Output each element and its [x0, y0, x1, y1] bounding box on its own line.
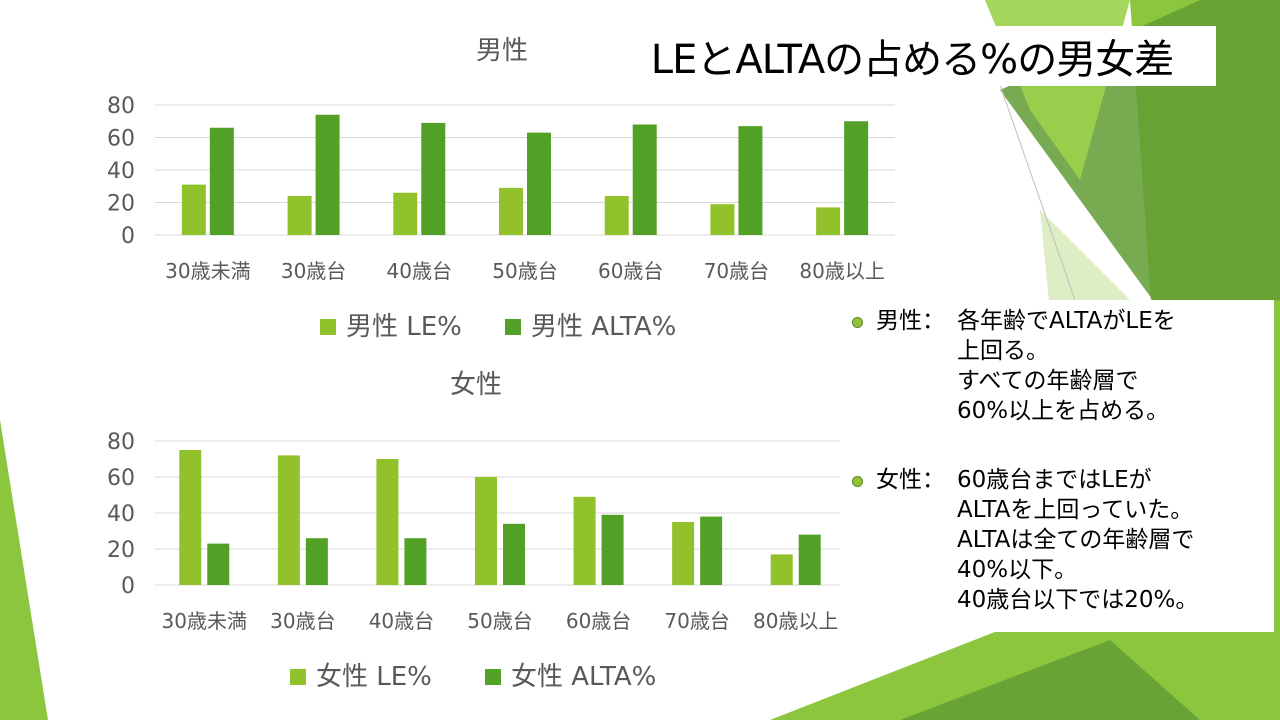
bar — [315, 114, 340, 235]
y-tick-label: 0 — [121, 574, 135, 599]
bar — [207, 543, 230, 585]
note-line: 各年齢でALTAがLEを — [957, 308, 1176, 334]
x-tick-label: 30歳未満 — [162, 609, 247, 633]
bar — [844, 121, 869, 235]
x-tick-label: 60歳台 — [598, 259, 663, 283]
x-tick-label: 60歳台 — [566, 609, 631, 633]
x-tick-label: 40歳台 — [369, 609, 434, 633]
deco-shape-bottom-dark — [900, 640, 1200, 720]
legend-swatch — [485, 669, 501, 685]
y-tick-label: 60 — [107, 127, 135, 152]
y-tick-label: 40 — [107, 502, 135, 527]
y-tick-label: 20 — [107, 538, 135, 563]
bar — [700, 516, 723, 585]
bar — [672, 522, 695, 585]
note-line: 40%以下。 — [957, 557, 1078, 583]
deco-line — [999, 84, 1076, 301]
x-tick-label: 30歳未満 — [165, 259, 250, 283]
legend-label: 女性 LE% — [316, 662, 432, 692]
note-label: 男性： — [876, 308, 945, 334]
x-tick-label: 50歳台 — [467, 609, 532, 633]
female-chart: 女性 0 20 40 60 80 30歳未満 30歳台 40歳台 50歳台 60歳台 70歳台 80歳以… — [107, 370, 845, 692]
male-chart: 男性 0 20 40 60 80 30歳未満 30歳台 40歳台 50歳台 60歳台 70歳台 80歳以… — [107, 36, 895, 342]
bar — [277, 455, 300, 585]
y-tick-label: 80 — [107, 430, 135, 455]
x-tick-label: 80歳以上 — [753, 609, 838, 633]
bar — [181, 184, 206, 235]
y-tick-label: 80 — [107, 94, 135, 119]
x-tick-label: 70歳台 — [664, 609, 729, 633]
y-tick-label: 20 — [107, 192, 135, 217]
bar — [209, 127, 234, 235]
note-line: 上回る。 — [957, 338, 1049, 364]
y-tick-label: 40 — [107, 159, 135, 184]
bar — [376, 459, 399, 585]
legend-swatch — [290, 669, 306, 685]
legend-label: 男性 ALTA% — [531, 312, 676, 342]
x-tick-label: 70歳台 — [704, 259, 769, 283]
x-tick-label: 40歳台 — [387, 259, 452, 283]
bar — [305, 538, 328, 585]
legend-swatch — [320, 319, 336, 335]
x-tick-label: 80歳以上 — [799, 259, 884, 283]
bar — [503, 523, 525, 585]
legend-label: 男性 LE% — [346, 312, 462, 342]
note-line: 60%以上を占める。 — [957, 398, 1170, 424]
bar — [798, 534, 821, 585]
bar — [738, 126, 763, 235]
bar — [287, 196, 312, 235]
note-text: 60歳台まではLEが ALTAを上回っていた。 ALTAは全ての年齢層で 40%… — [957, 465, 1198, 615]
note-label: 女性： — [876, 467, 945, 493]
bar — [475, 477, 497, 585]
bullet-dot — [852, 317, 863, 328]
note-line: 60歳台まではLEが — [957, 467, 1152, 493]
y-tick-label: 0 — [121, 224, 135, 249]
note-line: ALTAを上回っていた。 — [957, 497, 1194, 523]
bar — [527, 132, 551, 235]
slide-title: LEとALTAの占める%の男女差 — [608, 26, 1216, 86]
note-text: 各年齢でALTAがLEを 上回る。 すべての年齢層で 60%以上を占める。 — [957, 306, 1176, 426]
y-tick-label: 60 — [107, 466, 135, 491]
bar — [573, 496, 596, 585]
legend-swatch — [505, 319, 521, 335]
bar — [604, 196, 629, 235]
bar — [404, 538, 427, 585]
x-tick-label: 50歳台 — [492, 259, 557, 283]
notes-panel: 男性： 各年齢でALTAがLEを 上回る。 すべての年齢層で 60%以上を占める… — [840, 300, 1274, 632]
note-line: ALTAは全ての年齢層で — [957, 527, 1195, 553]
deco-shape-left — [0, 420, 48, 720]
chart-title: 男性 — [476, 36, 528, 66]
chart-title: 女性 — [450, 370, 502, 400]
x-tick-label: 30歳台 — [281, 259, 346, 283]
bar — [632, 124, 657, 235]
bar — [179, 450, 202, 585]
note-line: すべての年齢層で — [957, 368, 1139, 394]
bullet-dot — [852, 476, 863, 487]
note-line: 40歳台以下では20%。 — [957, 587, 1199, 613]
bar — [499, 187, 523, 235]
bar — [816, 207, 841, 235]
bar — [421, 122, 446, 235]
bar — [770, 554, 793, 585]
legend-label: 女性 ALTA% — [511, 662, 656, 692]
x-tick-label: 30歳台 — [270, 609, 335, 633]
bar — [710, 204, 735, 235]
bar — [601, 514, 624, 585]
bar — [393, 192, 418, 235]
